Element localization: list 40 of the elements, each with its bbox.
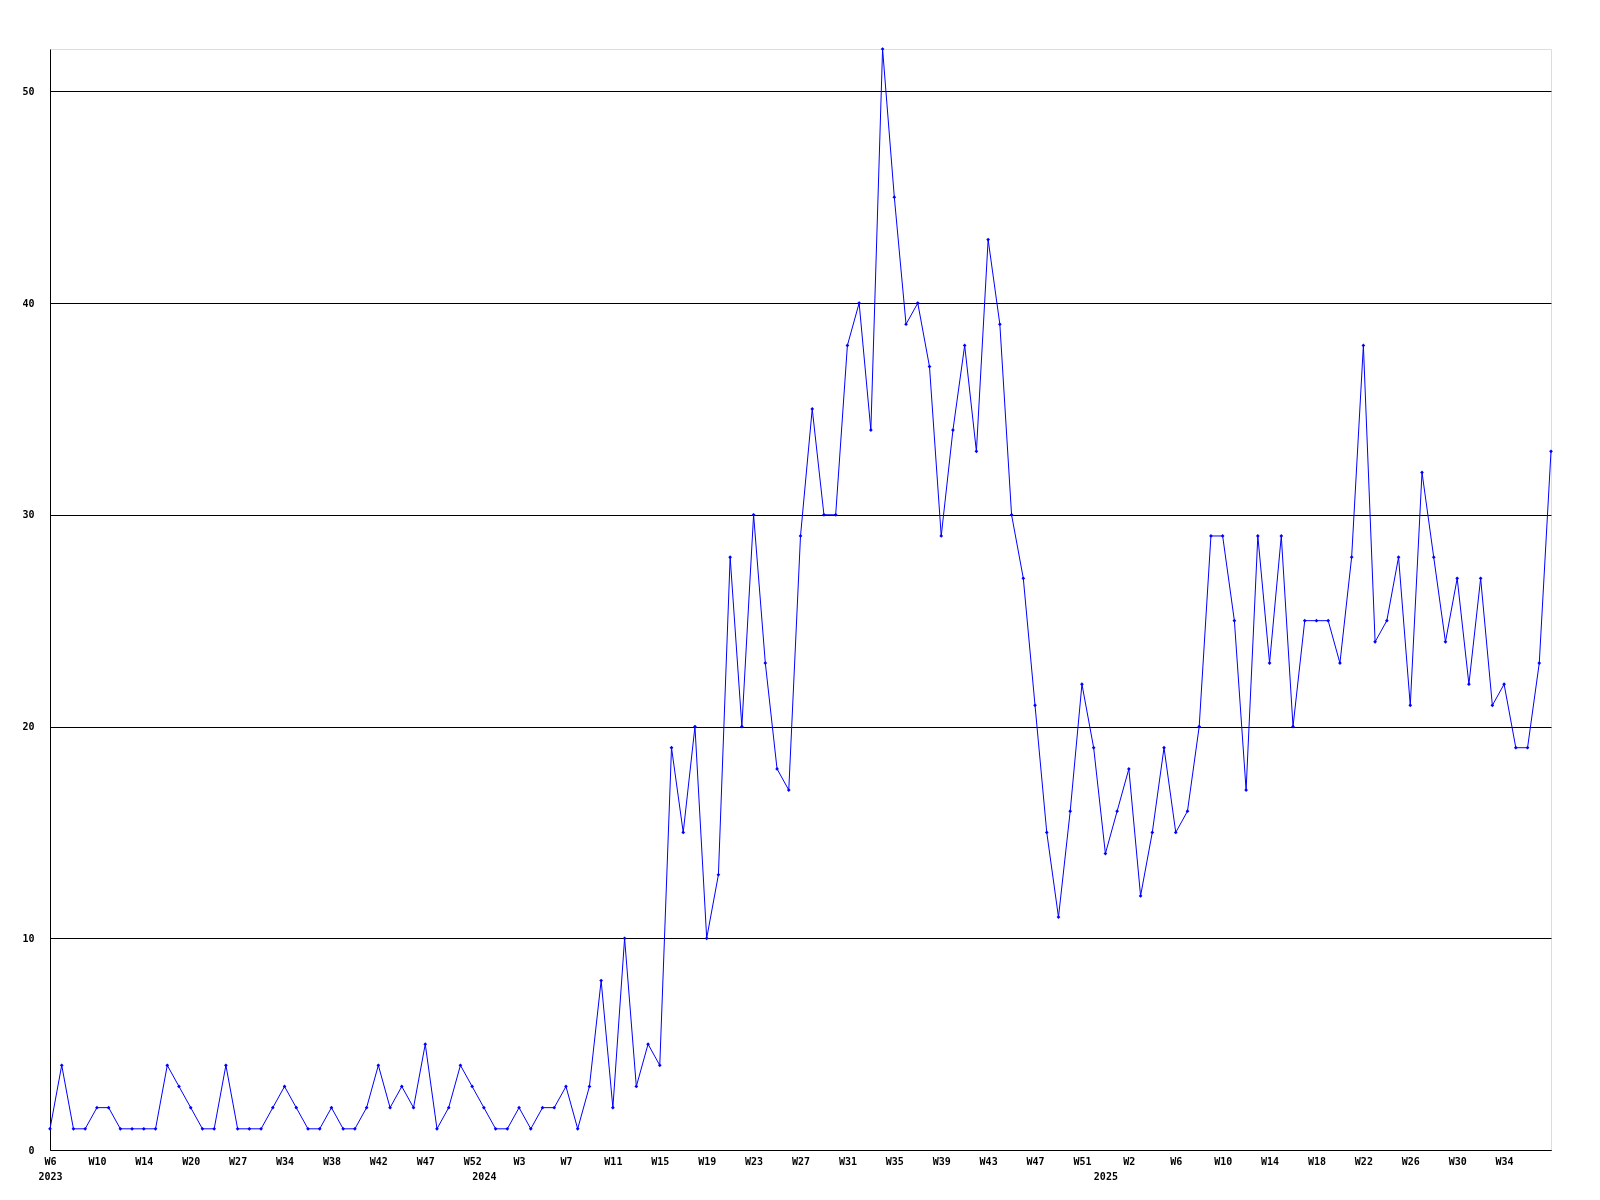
- x-tick-label: W31: [838, 1155, 857, 1167]
- x-tick-label: W27: [229, 1155, 248, 1167]
- x-tick-label: W20: [182, 1155, 201, 1167]
- x-tick-label: W7: [560, 1155, 573, 1167]
- x-tick-label: W6: [1170, 1155, 1183, 1167]
- x-tick-label: W52: [463, 1155, 482, 1167]
- x-tick-label: W6 2023: [38, 1155, 63, 1182]
- x-tick-label: W2: [1123, 1155, 1136, 1167]
- x-tick-label: W14: [1261, 1155, 1280, 1167]
- x-tick-label: W10: [1214, 1155, 1233, 1167]
- x-tick-label: W39: [932, 1155, 951, 1167]
- x-tick-label: 2025: [1093, 1170, 1118, 1182]
- y-tick-label: 30: [22, 509, 35, 521]
- x-tick-label: W38: [322, 1155, 341, 1167]
- y-tick-label: 40: [22, 297, 35, 309]
- x-tick-label: W15: [651, 1155, 670, 1167]
- x-tick-label: W19: [698, 1155, 717, 1167]
- x-tick-label: W18: [1307, 1155, 1326, 1167]
- x-tick-label: W14: [135, 1155, 154, 1167]
- x-tick-label: W26: [1401, 1155, 1420, 1167]
- x-tick-label: W47: [1026, 1155, 1045, 1167]
- x-tick-label: W34: [1495, 1155, 1514, 1167]
- y-tick-label: 50: [22, 85, 35, 97]
- x-tick-label: W3: [513, 1155, 526, 1167]
- x-tick-label: W34: [276, 1155, 295, 1167]
- x-tick-label: W11: [604, 1155, 623, 1167]
- x-tick-label: W43: [979, 1155, 998, 1167]
- x-tick-label: W42: [369, 1155, 388, 1167]
- x-tick-label: W23: [745, 1155, 764, 1167]
- x-tick-label: W27: [791, 1155, 811, 1167]
- x-tick-label: W47: [416, 1155, 435, 1167]
- y-tick-label: 10: [22, 932, 35, 944]
- x-tick-label: W22: [1354, 1155, 1373, 1167]
- x-tick-label: W30: [1448, 1155, 1467, 1167]
- x-tick-label: W35: [885, 1155, 904, 1167]
- y-tick-label: 0: [28, 1144, 35, 1156]
- x-tick-label: W10: [88, 1155, 107, 1167]
- x-tick-label: 2024: [472, 1170, 497, 1182]
- x-tick-label: W51: [1073, 1155, 1092, 1167]
- y-tick-label: 20: [22, 721, 35, 733]
